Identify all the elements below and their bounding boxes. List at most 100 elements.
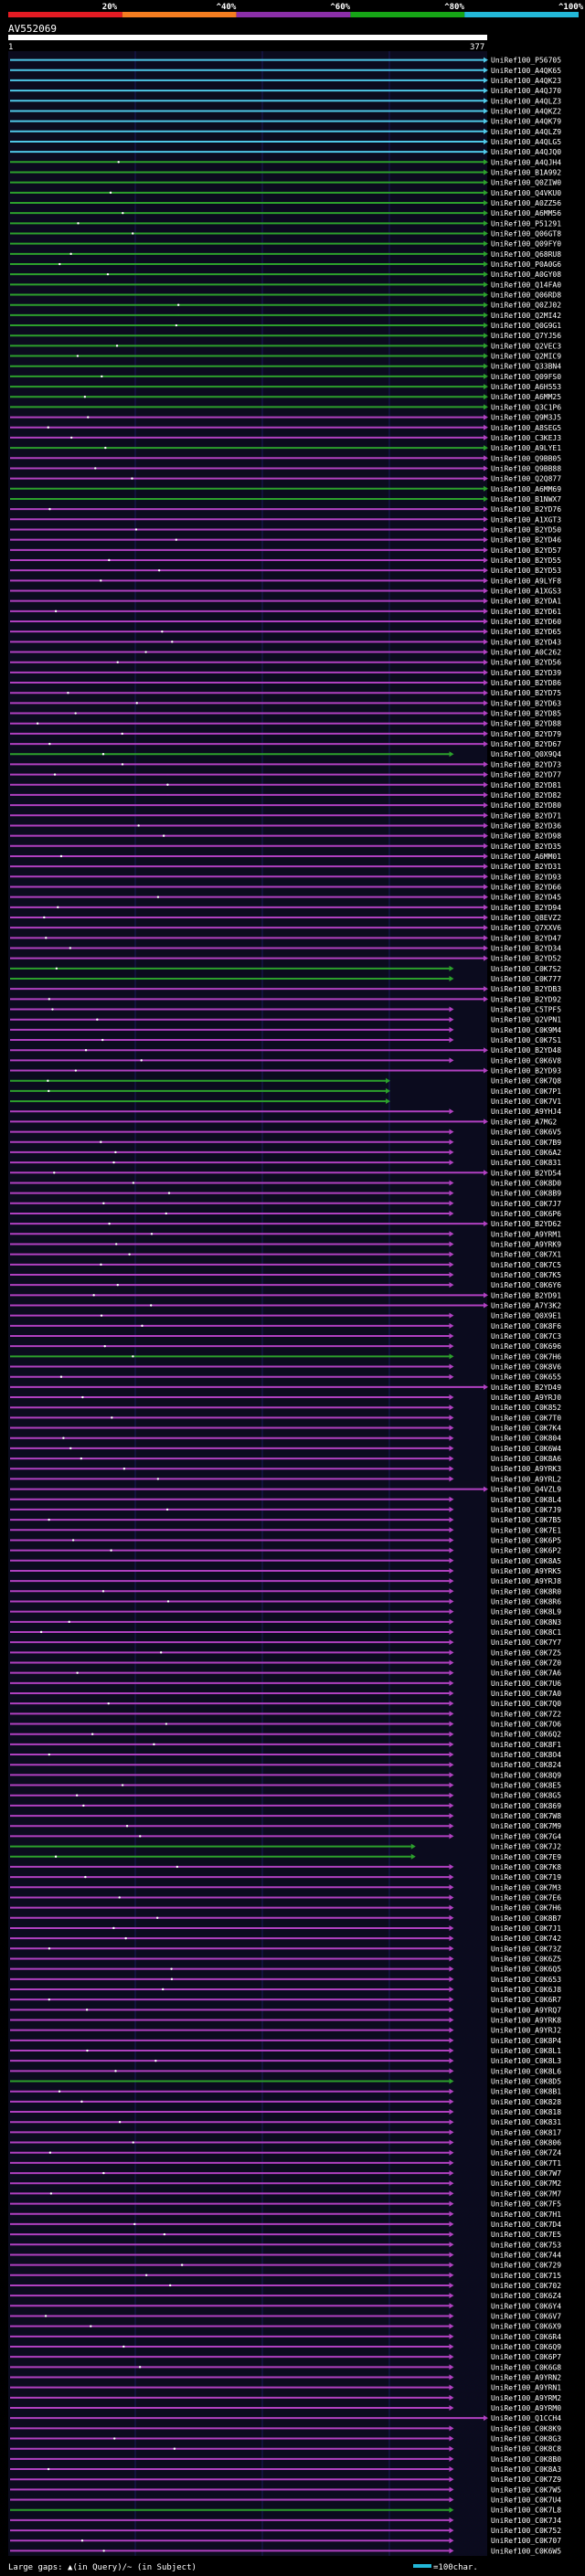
- hit-arrow: [484, 230, 488, 237]
- hit-arrow: [449, 1445, 454, 1451]
- hit-row: UniRef100_Q8EVZ2: [10, 914, 561, 922]
- hit-label: UniRef100_C0K742: [491, 1935, 561, 1943]
- hit-row: UniRef100_A9YRK8: [10, 2017, 561, 2025]
- hit-arrow: [449, 2048, 454, 2054]
- scale-segment: [8, 12, 122, 17]
- hit-label: UniRef100_C0K8C1: [491, 1628, 561, 1637]
- hit-arrow: [484, 1486, 488, 1492]
- hit-arrow: [449, 2455, 454, 2462]
- hit-arrow: [449, 1547, 454, 1553]
- hit-arrow: [449, 1792, 454, 1798]
- gap-marker: [111, 1416, 113, 1419]
- hit-arrow: [449, 2231, 454, 2238]
- hit-row: UniRef100_C0K8O4: [10, 1751, 561, 1759]
- hit-arrow: [484, 363, 488, 369]
- hit-label: UniRef100_B2YD54: [491, 1169, 561, 1177]
- hit-row: UniRef100_C0K7A6: [10, 1670, 561, 1678]
- gap-marker: [82, 1804, 85, 1807]
- hit-arrow: [484, 945, 488, 951]
- hit-row: UniRef100_C0K818: [10, 2108, 561, 2116]
- hit-row: UniRef100_C0K6W5: [10, 2547, 561, 2555]
- hit-label: UniRef100_C0K7X1: [491, 1251, 561, 1259]
- hit-arrow: [449, 1863, 454, 1870]
- hit-row: UniRef100_C0K7E5: [10, 2231, 561, 2239]
- hit-row: UniRef100_B2YD92: [10, 995, 561, 1003]
- gap-marker: [101, 753, 105, 756]
- hit-row: UniRef100_C5TPF5: [10, 1006, 561, 1014]
- hit-label: UniRef100_C0K7K4: [491, 1425, 561, 1433]
- hit-arrow: [449, 1986, 454, 1992]
- hit-label: UniRef100_C0K6V5: [491, 1129, 561, 1137]
- hit-arrow: [484, 619, 488, 625]
- hit-label: UniRef100_C0K7F5: [491, 2200, 561, 2209]
- hit-row: UniRef100_A4QLZ3: [10, 97, 561, 105]
- hit-row: UniRef100_C0K8D5: [10, 2078, 561, 2086]
- gap-marker: [108, 558, 111, 562]
- hit-row: UniRef100_B2YDA1: [10, 598, 561, 606]
- gap-marker: [62, 1436, 65, 1439]
- hit-row: UniRef100_C0K7J2: [10, 1843, 561, 1851]
- hit-label: UniRef100_Q0G9G1: [491, 322, 561, 330]
- gap-marker: [144, 2274, 148, 2276]
- hit-row: UniRef100_C0K8Q9: [10, 1771, 561, 1779]
- gap-marker: [68, 1620, 70, 1624]
- hit-row: UniRef100_C0K7W8: [10, 1812, 561, 1820]
- hit-label: UniRef100_C0K7Q8: [491, 1077, 561, 1086]
- hit-arrow: [484, 874, 488, 880]
- hit-arrow: [449, 1782, 454, 1788]
- hit-label: UniRef100_C0K753: [491, 2241, 561, 2249]
- gap-marker: [69, 947, 72, 949]
- hit-arrow: [484, 526, 488, 533]
- hit-row: UniRef100_B2YD67: [10, 740, 561, 748]
- gap-marker: [115, 345, 119, 347]
- hit-arrow: [484, 394, 488, 400]
- hit-label: UniRef100_B2YD34: [491, 945, 561, 953]
- hit-row: UniRef100_B2YD66: [10, 883, 561, 891]
- hit-arrow: [449, 1578, 454, 1585]
- hit-label: UniRef100_C0K8E5: [491, 1782, 561, 1790]
- hit-row: UniRef100_C0K8R6: [10, 1597, 561, 1606]
- hit-label: UniRef100_C0K824: [491, 1761, 561, 1769]
- gap-marker: [48, 507, 51, 511]
- hit-label: UniRef100_A9YRN1: [491, 2384, 561, 2392]
- hit-row: UniRef100_B2YD73: [10, 760, 561, 769]
- hit-arrow: [484, 169, 488, 175]
- hit-row: UniRef100_C0K7J4: [10, 2517, 561, 2525]
- hit-arrow: [484, 281, 488, 288]
- hit-label: UniRef100_C0K8B0: [491, 2455, 561, 2464]
- hit-arrow: [449, 1721, 454, 1727]
- hit-label: UniRef100_B2YD47: [491, 934, 561, 942]
- hit-row: UniRef100_C0K8R0: [10, 1587, 561, 1595]
- hit-arrow: [484, 179, 488, 186]
- hit-label: UniRef100_C0K7J1: [491, 1924, 561, 1933]
- hit-row: UniRef100_A1XGT3: [10, 515, 561, 524]
- gap-marker: [122, 211, 124, 215]
- gap-marker: [75, 1794, 79, 1797]
- hit-arrow: [449, 1476, 454, 1482]
- hit-arrow: [484, 67, 488, 73]
- hit-row: UniRef100_C0K8C8: [10, 2445, 561, 2454]
- gap-marker: [36, 722, 39, 725]
- gap-marker: [109, 191, 112, 195]
- hit-row: UniRef100_C0K6V5: [10, 1129, 561, 1137]
- hit-row: UniRef100_C0K806: [10, 2139, 561, 2147]
- hit-arrow: [449, 2364, 454, 2370]
- hit-arrow: [484, 864, 488, 870]
- hit-row: UniRef100_B2YD75: [10, 689, 561, 697]
- hit-row: UniRef100_C0K6V8: [10, 1056, 561, 1065]
- hit-row: UniRef100_A9YRN1: [10, 2384, 561, 2392]
- gap-marker: [45, 937, 48, 939]
- hit-row: UniRef100_C0K6W4: [10, 1445, 561, 1453]
- hit-label: UniRef100_C0K7M3: [491, 1883, 561, 1892]
- hit-label: UniRef100_C0K7H1: [491, 2210, 561, 2219]
- gap-marker: [171, 641, 174, 643]
- gap-marker: [165, 1212, 167, 1215]
- gap-marker: [51, 1008, 54, 1011]
- hit-row: UniRef100_C0K8A6: [10, 1455, 561, 1463]
- hit-arrow: [449, 2058, 454, 2064]
- hit-label: UniRef100_C0K6W5: [491, 2547, 561, 2555]
- gap-marker: [81, 1395, 84, 1399]
- hit-arrow: [449, 1628, 454, 1635]
- hit-label: UniRef100_B1A992: [491, 168, 561, 176]
- hit-label: UniRef100_B2YD85: [491, 710, 561, 718]
